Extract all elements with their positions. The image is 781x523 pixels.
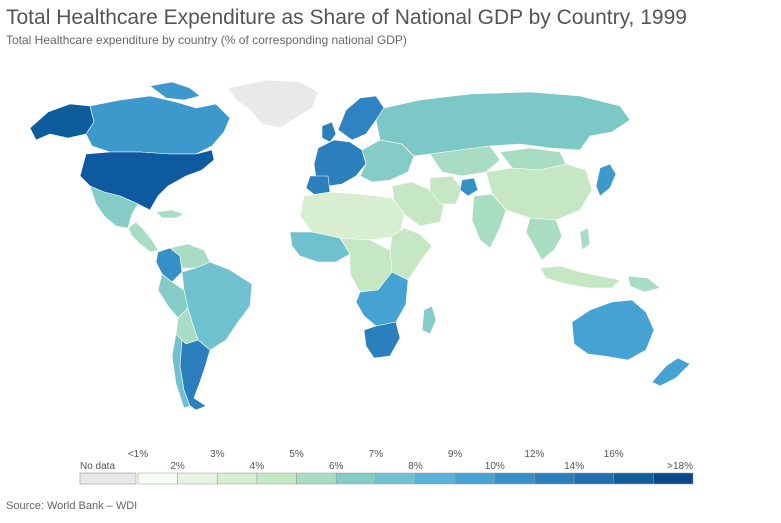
region-iran[interactable] — [429, 175, 463, 205]
legend-tick-label: 7% — [369, 449, 384, 460]
chart-subtitle: Total Healthcare expenditure by country … — [6, 33, 407, 47]
legend-tick-label: 2% — [170, 461, 185, 472]
legend-swatch[interactable] — [613, 472, 654, 485]
region-southeast-asia[interactable] — [525, 217, 563, 261]
region-canada[interactable] — [85, 95, 231, 155]
legend-swatch[interactable] — [217, 472, 258, 485]
world-map — [29, 79, 691, 411]
region-papua-new-guinea[interactable] — [627, 275, 661, 293]
legend-swatch[interactable] — [454, 472, 495, 485]
legend-swatch[interactable] — [177, 472, 218, 485]
region-japan[interactable] — [595, 163, 617, 197]
legend-tick-label: >18% — [667, 461, 693, 472]
legend-no-data-swatch — [79, 472, 137, 485]
region-indonesia[interactable] — [539, 265, 621, 289]
region-western-europe[interactable] — [313, 139, 367, 187]
region-uk[interactable] — [321, 121, 337, 143]
legend-tick-label: <1% — [128, 449, 148, 460]
legend-tick-label: 9% — [448, 449, 463, 460]
legend-swatch[interactable] — [137, 472, 178, 485]
region-new-zealand[interactable] — [651, 357, 691, 387]
legend-tick-label: 4% — [250, 461, 265, 472]
region-india[interactable] — [471, 193, 507, 249]
region-alaska[interactable] — [29, 103, 95, 141]
legend-swatch[interactable] — [534, 472, 575, 485]
region-madagascar[interactable] — [421, 305, 437, 335]
region-afghanistan[interactable] — [459, 177, 479, 197]
legend-swatch[interactable] — [653, 472, 694, 485]
legend-tick-label: 16% — [604, 449, 624, 460]
legend-tick-label: 14% — [564, 461, 584, 472]
legend-swatch[interactable] — [494, 472, 535, 485]
chart-title: Total Healthcare Expenditure as Share of… — [6, 6, 687, 29]
source-note: Source: World Bank – WDI — [6, 500, 138, 512]
region-argentina[interactable] — [179, 339, 211, 411]
legend-tick-label: 5% — [289, 449, 304, 460]
region-central-america[interactable] — [127, 221, 159, 253]
legend-tick-label: 3% — [210, 449, 225, 460]
region-kazakhstan[interactable] — [429, 145, 501, 177]
legend-swatch[interactable] — [573, 472, 614, 485]
region-southern-africa[interactable] — [355, 271, 409, 327]
legend-tick-label: 12% — [524, 449, 544, 460]
region-greenland[interactable] — [227, 79, 319, 129]
region-west-africa[interactable] — [289, 231, 351, 263]
legend-swatch[interactable] — [375, 472, 416, 485]
legend: No data <1% 2% 3% 4% 5% 6% 7% 8% 9% 10% 12% 14% 16% >… — [79, 449, 694, 485]
legend-swatch[interactable] — [335, 472, 377, 485]
region-east-africa[interactable] — [389, 227, 433, 281]
region-south-africa[interactable] — [363, 321, 401, 359]
region-australia[interactable] — [571, 299, 655, 361]
legend-no-data-label: No data — [80, 461, 115, 472]
region-canada-islands[interactable] — [149, 81, 201, 101]
legend-tick-label: 10% — [485, 461, 505, 472]
region-caribbean[interactable] — [155, 209, 185, 219]
region-russia[interactable] — [375, 91, 631, 157]
legend-swatch[interactable] — [415, 472, 456, 485]
region-philippines[interactable] — [579, 227, 591, 251]
legend-swatch[interactable] — [256, 472, 297, 485]
legend-tick-label: 8% — [408, 461, 423, 472]
legend-swatch[interactable] — [296, 472, 337, 485]
legend-tick-label: 6% — [329, 461, 344, 472]
region-mexico[interactable] — [89, 185, 139, 229]
